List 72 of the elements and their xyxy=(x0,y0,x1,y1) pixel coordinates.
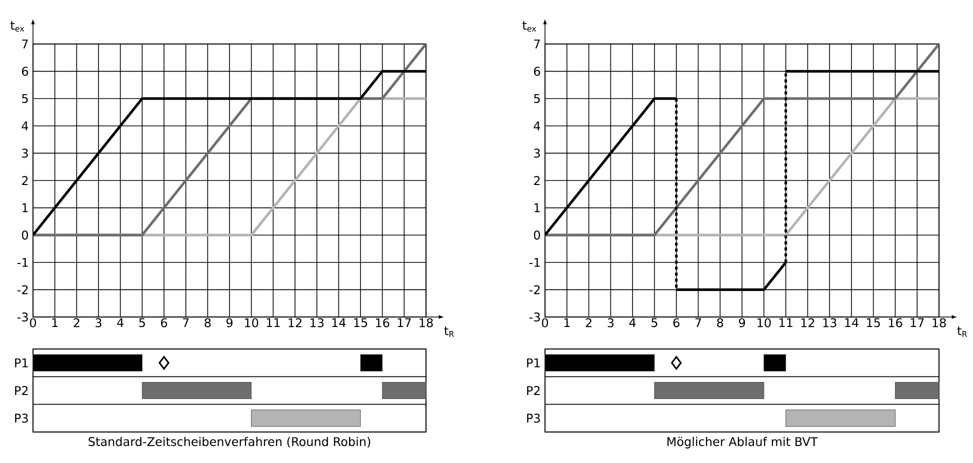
x-tick-label: 1 xyxy=(52,318,58,327)
y-tick-label: -3 xyxy=(17,312,28,322)
y-tick-label: P2 xyxy=(15,386,28,395)
y-tick-label: P2 xyxy=(527,386,540,395)
y-tick-label: -1 xyxy=(529,258,540,267)
x-tick-label: 11 xyxy=(779,318,792,327)
x-tick-label: 10 xyxy=(758,318,771,328)
x-tick-label: 17 xyxy=(910,318,924,327)
x-tick-label: 12 xyxy=(801,318,814,328)
x-tick-label: 15 xyxy=(867,318,880,328)
x-tick-label: 5 xyxy=(652,318,658,328)
x-tick-label: 14 xyxy=(845,318,858,327)
x-tick-label: 0 xyxy=(542,318,548,328)
x-axis-title: t$_{R}$ xyxy=(957,326,968,337)
y-tick-label: 6 xyxy=(534,66,540,76)
x-tick-label: 8 xyxy=(717,318,724,328)
x-tick-label: 9 xyxy=(738,318,745,328)
x-axis-title: t$_{R}$ xyxy=(444,326,454,337)
x-tick-label: 5 xyxy=(139,318,145,328)
x-tick-label: 16 xyxy=(376,318,390,328)
x-tick-label: 16 xyxy=(888,318,902,328)
x-tick-label: 13 xyxy=(310,318,324,328)
y-tick-label: 5 xyxy=(534,94,540,104)
y-tick-label: P3 xyxy=(15,414,28,423)
y-axis-title: t$_{ex}$ xyxy=(10,21,24,32)
text: Standard-Zeitscheibenverfahren (Round Robin) xyxy=(88,436,370,448)
y-tick-label: P1 xyxy=(15,358,28,368)
y-tick-label: 1 xyxy=(534,203,540,212)
x-tick-label: 15 xyxy=(354,318,368,328)
x-tick-label: 11 xyxy=(266,318,280,327)
x-tick-label: 1 xyxy=(564,318,570,327)
x-tick-label: 3 xyxy=(96,318,102,328)
y-tick-label: -3 xyxy=(529,312,540,322)
x-tick-label: 14 xyxy=(332,318,346,327)
y-tick-label: P1 xyxy=(527,358,540,368)
text: Möglicher Ablauf mit BVT xyxy=(667,436,818,448)
y-tick-label: 1 xyxy=(22,203,28,212)
x-tick-label: 4 xyxy=(629,318,636,327)
y-tick-label: -1 xyxy=(17,258,28,267)
x-tick-label: 2 xyxy=(74,318,80,328)
x-tick-label: 18 xyxy=(932,318,946,328)
x-tick-label: 4 xyxy=(117,318,124,327)
y-tick-label: -2 xyxy=(529,285,540,294)
x-tick-label: 17 xyxy=(398,318,411,327)
y-tick-label: 0 xyxy=(534,230,540,240)
x-tick-label: 10 xyxy=(245,318,258,328)
y-tick-label: 3 xyxy=(534,148,540,158)
y-axis-title: t$_{ex}$ xyxy=(522,21,536,32)
x-tick-label: 18 xyxy=(420,318,433,328)
y-tick-label: 6 xyxy=(22,66,28,76)
y-tick-label: 7 xyxy=(534,40,540,48)
y-tick-label: 4 xyxy=(22,122,28,130)
x-tick-label: 3 xyxy=(608,318,614,328)
y-tick-label: 0 xyxy=(22,230,28,240)
x-tick-label: 6 xyxy=(673,318,680,328)
x-tick-label: 6 xyxy=(161,318,168,328)
x-tick-label: 7 xyxy=(695,318,702,327)
x-tick-label: 9 xyxy=(226,318,232,328)
x-tick-label: 12 xyxy=(288,318,302,328)
x-tick-label: 13 xyxy=(823,318,836,328)
y-tick-label: P3 xyxy=(527,414,540,423)
y-tick-label: 4 xyxy=(534,122,540,130)
y-tick-label: 5 xyxy=(22,94,28,104)
x-tick-label: 2 xyxy=(586,318,592,328)
y-tick-label: 3 xyxy=(22,148,28,158)
x-tick-label: 0 xyxy=(30,318,36,328)
y-tick-label: 7 xyxy=(22,40,28,48)
x-tick-label: 7 xyxy=(183,318,189,327)
y-tick-label: 2 xyxy=(534,176,540,185)
y-tick-label: -2 xyxy=(17,285,28,294)
x-tick-label: 8 xyxy=(204,318,211,328)
y-tick-label: 2 xyxy=(22,176,28,185)
